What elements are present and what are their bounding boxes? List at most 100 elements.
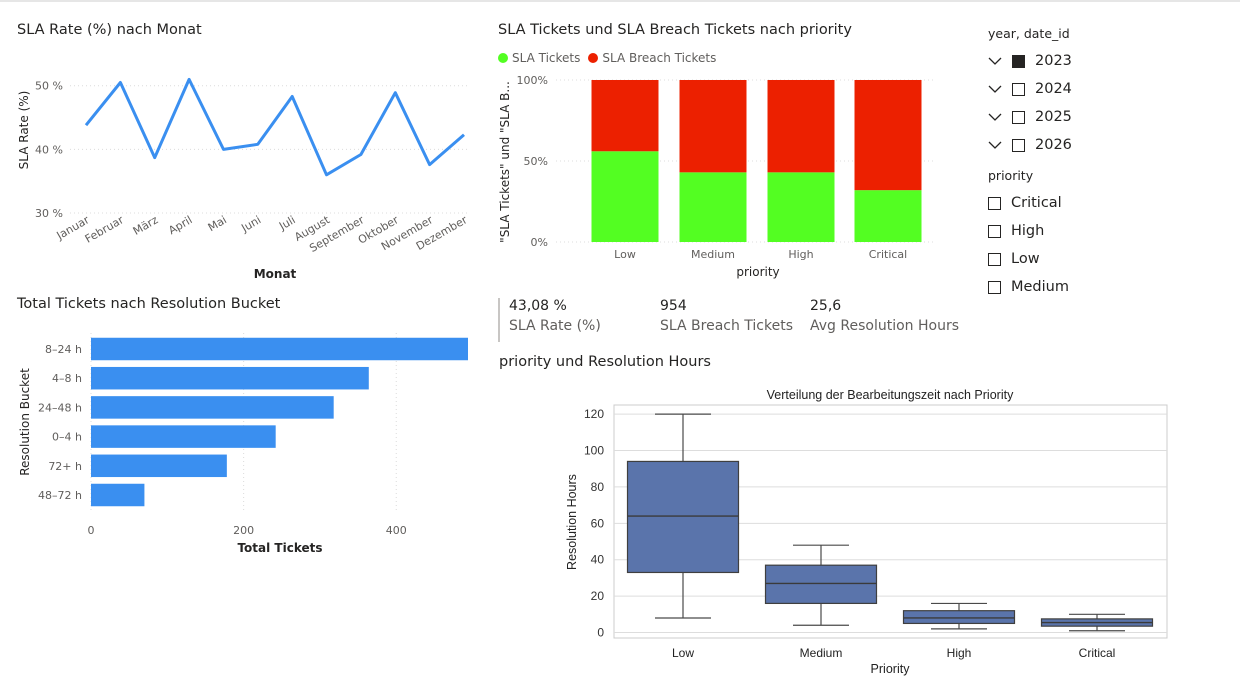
line-ytick-label: 30 % <box>35 207 63 220</box>
box-yaxis-title: Resolution Hours <box>565 474 579 570</box>
priority-item-low[interactable]: Low <box>988 245 1069 273</box>
year-item-label: 2024 <box>1035 81 1072 97</box>
box-ytick-label: 120 <box>584 407 604 421</box>
checkbox[interactable] <box>988 252 1001 266</box>
box-xtick-label: Medium <box>800 646 843 660</box>
kpi-breach-tickets-label: SLA Breach Tickets <box>660 318 794 334</box>
box-xaxis-title: Priority <box>871 662 911 676</box>
stacked-xtick-label: Low <box>614 248 636 261</box>
kpi-cards: 43,08 % SLA Rate (%) 954 SLA Breach Tick… <box>498 298 959 342</box>
kpi-avg-hours-value: 25,6 <box>810 298 842 314</box>
year-item-2025[interactable]: 2025 <box>988 103 1072 131</box>
box-plot-title: Verteilung der Bearbeitungszeit nach Pri… <box>767 388 1014 402</box>
bar-xtick-label: 200 <box>233 524 254 537</box>
stacked-chart[interactable]: 0% 50% 100% Low Medium High Critical priority "S… <box>0 0 960 290</box>
stacked-xtick-label: High <box>788 248 813 261</box>
bucket-bar[interactable] <box>91 454 227 478</box>
priority-slicer-title: priority <box>988 168 1034 183</box>
bar-ytick-label: 4–8 h <box>52 372 82 385</box>
priority-item-medium[interactable]: Medium <box>988 273 1069 301</box>
sla-breach-bar[interactable] <box>854 80 922 191</box>
year-item-2026[interactable]: 2026 <box>988 131 1072 159</box>
top-border <box>0 0 1240 2</box>
box-xtick-label: High <box>947 646 972 660</box>
bar-xtick-label: 400 <box>386 524 407 537</box>
year-item-label: 2023 <box>1035 53 1072 69</box>
priority-item-high[interactable]: High <box>988 217 1069 245</box>
priority-item-critical[interactable]: Critical <box>988 189 1069 217</box>
box-visual-title: priority und Resolution Hours <box>499 354 711 370</box>
year-slicer-title: year, date_id <box>988 26 1070 41</box>
checkbox[interactable] <box>1012 82 1025 96</box>
checkbox[interactable] <box>1012 138 1025 152</box>
box-ytick-label: 0 <box>597 626 604 640</box>
bar-xaxis-title: Total Tickets <box>237 541 322 555</box>
sla-tickets-bar[interactable] <box>679 172 747 242</box>
priority-slicer: priority Critical High Low Medium <box>988 168 1069 301</box>
priority-item-label: Medium <box>1011 279 1069 295</box>
line-xaxis-title: Monat <box>254 267 297 281</box>
bucket-bar[interactable] <box>91 396 334 419</box>
sla-tickets-bar[interactable] <box>591 151 659 242</box>
stacked-xtick-label: Critical <box>869 248 907 261</box>
sla-tickets-bar[interactable] <box>767 172 835 242</box>
chevron-down-icon[interactable] <box>988 82 1002 96</box>
year-slicer: year, date_id 2023 2024 2025 2026 <box>988 26 1072 159</box>
line-yaxis-title: SLA Rate (%) <box>17 91 31 170</box>
sla-breach-bar[interactable] <box>591 80 659 152</box>
stacked-ytick-label: 100% <box>517 74 548 87</box>
box-xtick-label: Critical <box>1079 646 1116 660</box>
sla-tickets-bar[interactable] <box>854 190 922 242</box>
checkbox[interactable] <box>1012 110 1025 124</box>
box-iqr[interactable] <box>764 564 878 605</box>
legend-label-sla[interactable]: SLA Tickets <box>512 51 581 65</box>
year-item-label: 2026 <box>1035 137 1072 153</box>
checkbox[interactable] <box>988 224 1001 238</box>
bar-ytick-label: 24–48 h <box>38 401 82 414</box>
year-item-2023[interactable]: 2023 <box>988 47 1072 75</box>
stacked-yaxis-title: "SLA Tickets" und "SLA B... <box>498 81 512 243</box>
stacked-xtick-label: Medium <box>691 248 735 261</box>
bar-ytick-label: 48–72 h <box>38 489 82 502</box>
bucket-bar[interactable] <box>91 425 276 448</box>
stacked-ytick-label: 50% <box>524 155 548 168</box>
priority-item-label: Low <box>1011 251 1040 267</box>
bar-xtick-label: 0 <box>88 524 95 537</box>
box-xtick-label: Low <box>672 646 694 660</box>
kpi-avg-hours-label: Avg Resolution Hours <box>810 318 959 334</box>
year-item-2024[interactable]: 2024 <box>988 75 1072 103</box>
checkbox[interactable] <box>1012 54 1025 68</box>
bucket-bar[interactable] <box>91 366 369 390</box>
legend-label-breach[interactable]: SLA Breach Tickets <box>602 51 717 65</box>
bar-chart[interactable]: 0 200 400 8–24 h 4–8 h 24–48 h 0–4 h 72+ h 48–72… <box>0 0 480 560</box>
bar-chart-title: Total Tickets nach Resolution Bucket <box>17 296 281 312</box>
bucket-bar[interactable] <box>91 483 145 507</box>
box-iqr[interactable] <box>902 610 1016 625</box>
box-ytick-label: 80 <box>591 480 605 494</box>
box-iqr[interactable] <box>626 460 740 574</box>
kpi-sla-rate: 43,08 % SLA Rate (%) <box>509 298 601 334</box>
kpi-avg-hours: 25,6 Avg Resolution Hours <box>810 298 959 334</box>
kpi-breach-tickets-value: 954 <box>660 298 687 314</box>
box-ytick-label: 60 <box>591 516 605 530</box>
legend-dot-sla <box>498 53 508 63</box>
sla-breach-bar[interactable] <box>767 80 835 173</box>
priority-item-label: High <box>1011 223 1045 239</box>
chevron-down-icon[interactable] <box>988 138 1002 152</box>
box-ytick-label: 20 <box>591 589 605 603</box>
bar-ytick-label: 8–24 h <box>45 343 82 356</box>
stacked-chart-title: SLA Tickets und SLA Breach Tickets nach … <box>498 22 852 38</box>
bucket-bar[interactable] <box>91 337 468 361</box>
box-ytick-label: 100 <box>584 444 604 458</box>
sla-breach-bar[interactable] <box>679 80 747 173</box>
stacked-ytick-label: 0% <box>531 236 548 249</box>
checkbox[interactable] <box>988 196 1001 210</box>
stacked-xaxis-title: priority <box>736 265 779 279</box>
line-chart-title: SLA Rate (%) nach Monat <box>17 22 202 38</box>
chevron-down-icon[interactable] <box>988 110 1002 124</box>
line-series[interactable] <box>84 77 465 177</box>
checkbox[interactable] <box>988 280 1001 294</box>
chevron-down-icon[interactable] <box>988 54 1002 68</box>
